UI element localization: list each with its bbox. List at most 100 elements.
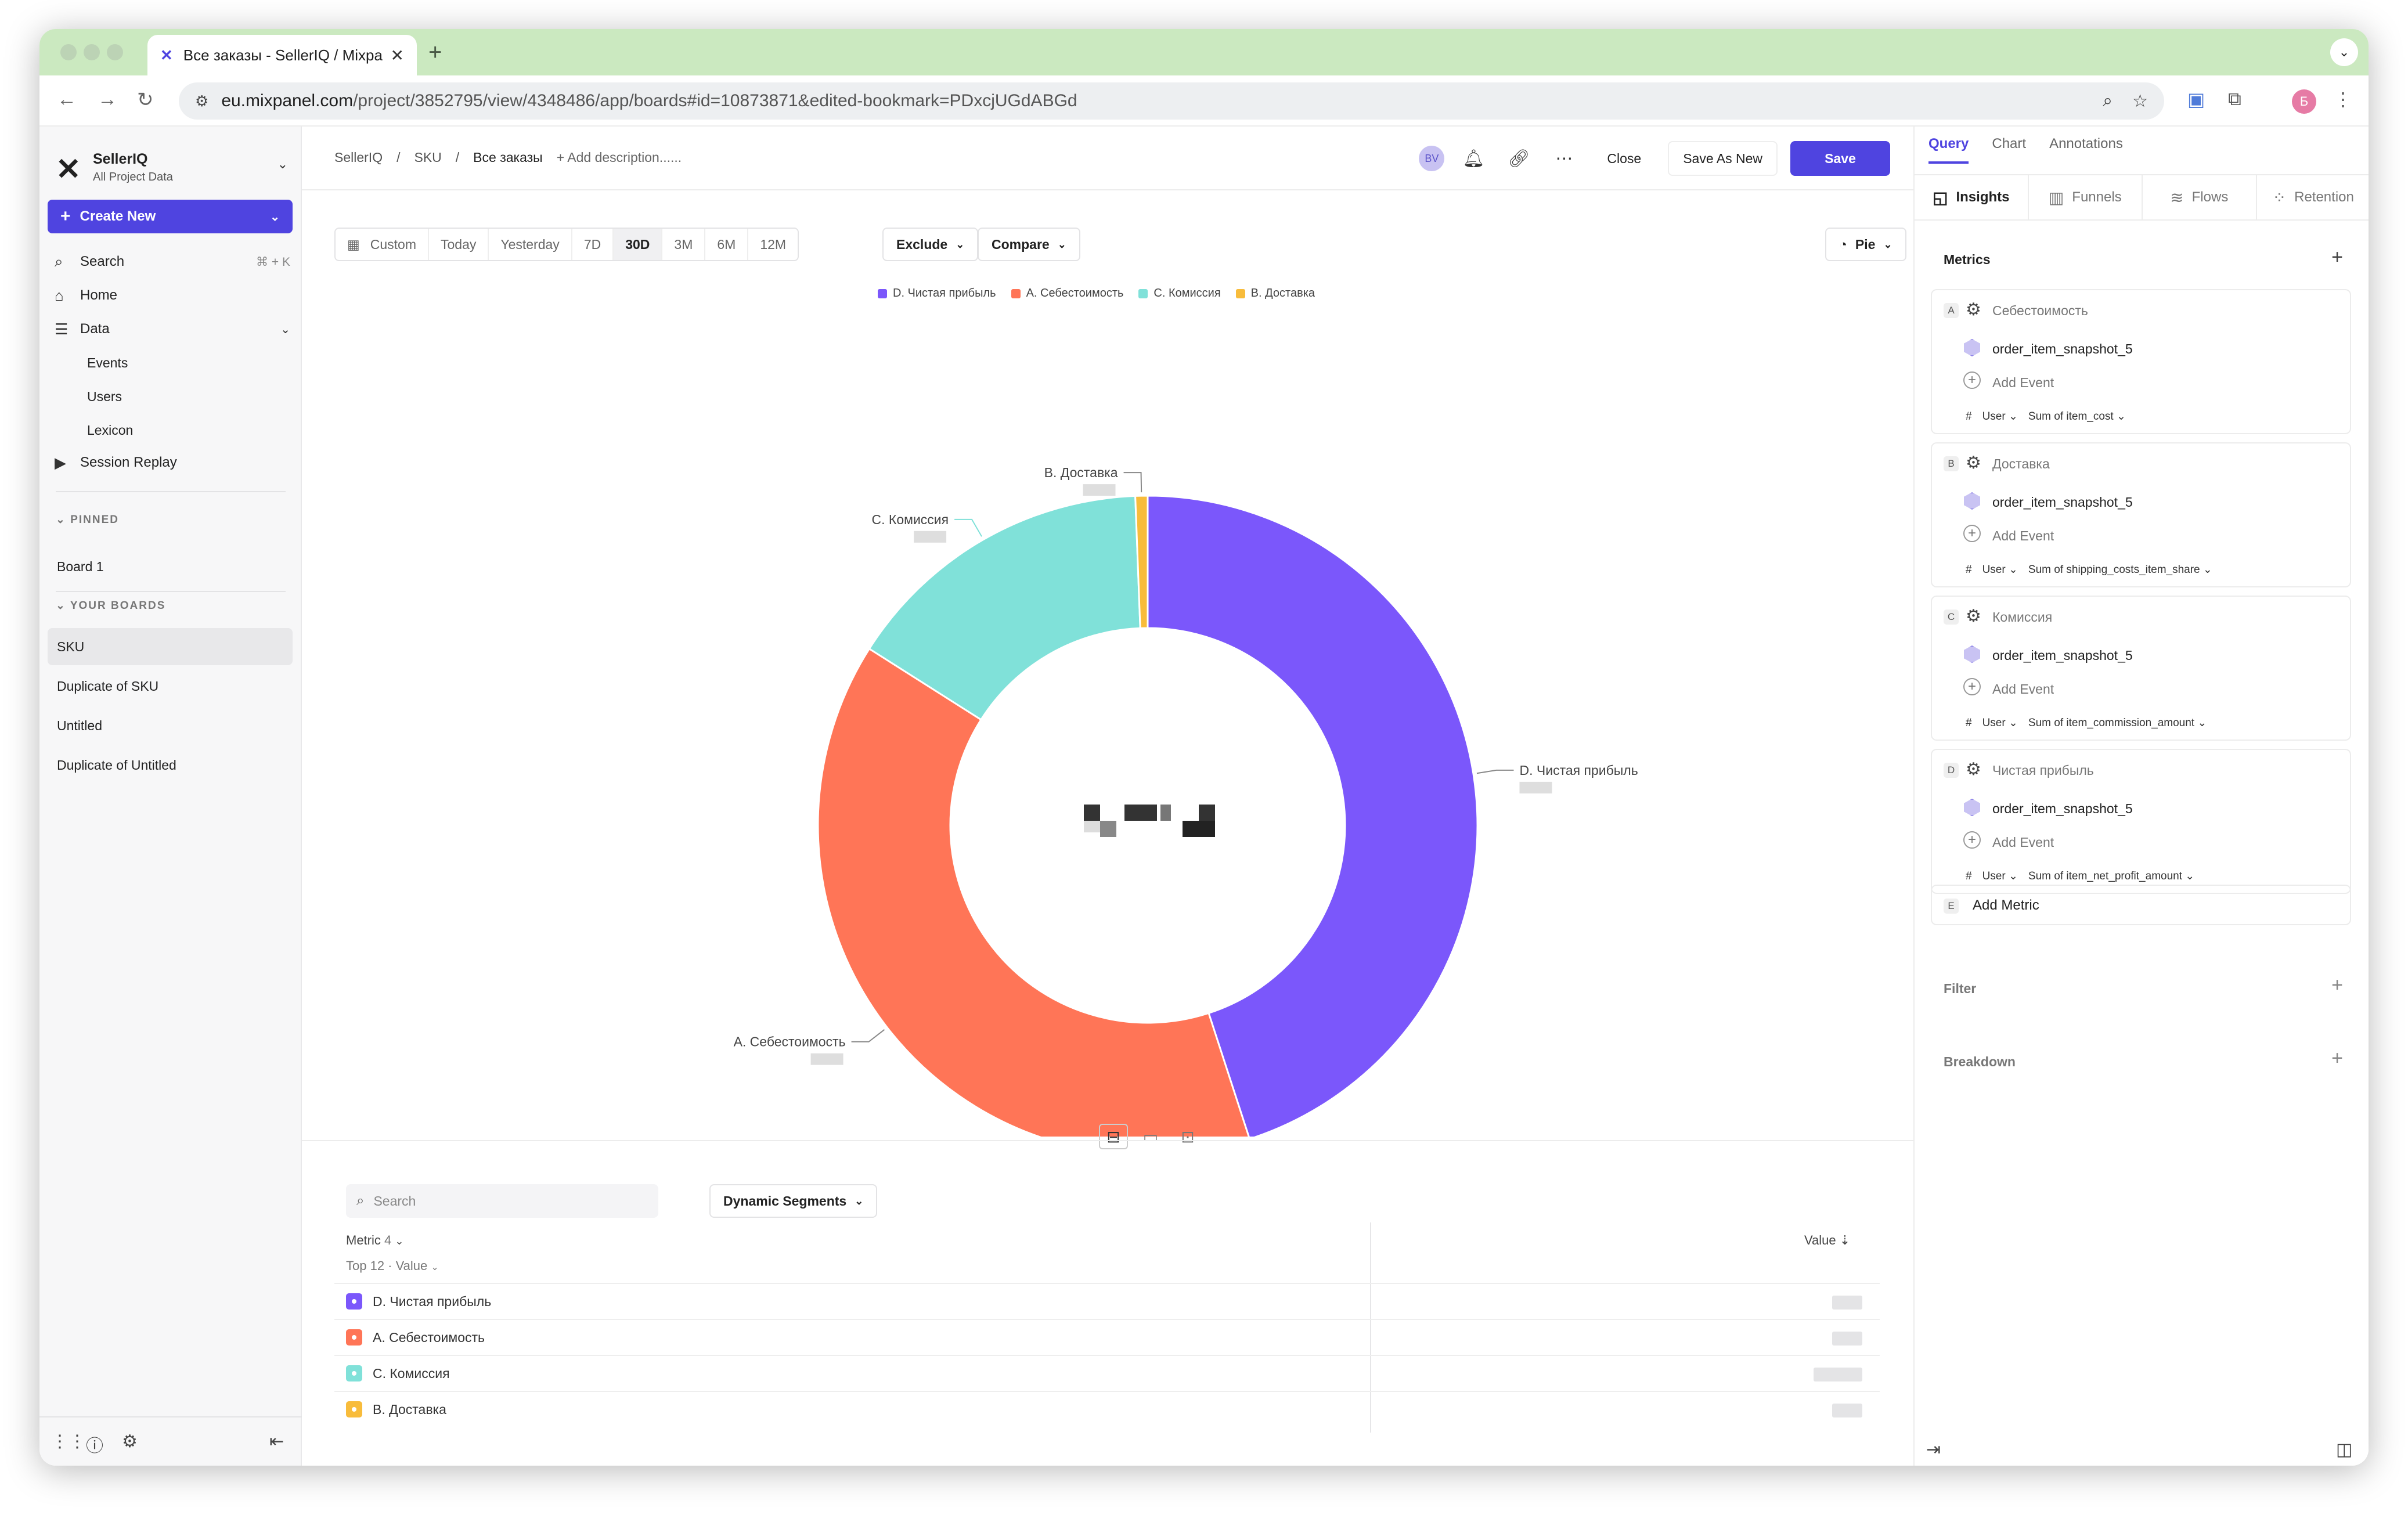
forward-arrow-icon[interactable]: → bbox=[98, 88, 117, 110]
tab-retention[interactable]: ⁘ Retention bbox=[2272, 188, 2354, 207]
board-item[interactable]: Duplicate of SKU bbox=[57, 678, 159, 694]
tab-funnels[interactable]: ▥ Funnels bbox=[2029, 175, 2143, 219]
metric-event[interactable]: order_item_snapshot_5 bbox=[1992, 648, 2133, 663]
tab-flows[interactable]: ≋ Flows bbox=[2143, 175, 2257, 219]
aggregation-dropdown[interactable]: Sum of item_commission_amount ⌄ bbox=[2028, 717, 2207, 729]
top-value-selector[interactable]: Top 12 · Value ⌄ bbox=[346, 1258, 439, 1273]
user-measure-dropdown[interactable]: User ⌄ bbox=[1982, 870, 2018, 882]
help-icon[interactable]: ⓘ bbox=[86, 1437, 103, 1456]
add-filter-plus-icon[interactable]: + bbox=[2331, 974, 2343, 996]
browser-menu-icon[interactable]: ⋮ bbox=[2334, 89, 2352, 110]
date-7d[interactable]: 7D bbox=[572, 229, 614, 260]
aggregation-dropdown[interactable]: Sum of item_net_profit_amount ⌄ bbox=[2028, 870, 2195, 882]
url-text[interactable]: eu.mixpanel.com/project/3852795/view/434… bbox=[221, 91, 1077, 110]
zoom-icon[interactable]: ⌕ bbox=[2103, 91, 2113, 110]
address-bar[interactable]: ⚙ eu.mixpanel.com/project/3852795/view/4… bbox=[179, 82, 2164, 120]
pinned-header[interactable]: ⌄ PINNED bbox=[56, 514, 119, 526]
metric-card[interactable]: C ⚙ Комиссия order_item_snapshot_5 + Add Even… bbox=[1931, 596, 2351, 741]
sidebar-item-session-replay[interactable]: ▶ Session Replay bbox=[55, 448, 290, 477]
date-30d[interactable]: 30D bbox=[614, 229, 663, 260]
metric-settings-icon[interactable]: ⚙ bbox=[1966, 607, 1981, 626]
pie-slice[interactable] bbox=[1147, 495, 1479, 1137]
save-button[interactable]: Save bbox=[1790, 141, 1890, 176]
maximize-window-button[interactable] bbox=[107, 44, 123, 60]
add-event-icon[interactable]: + bbox=[1963, 678, 1981, 695]
extensions-puzzle-icon[interactable]: ⧉ bbox=[2228, 88, 2241, 109]
value-column-header[interactable]: Value ⇣ bbox=[1804, 1233, 1851, 1247]
reload-icon[interactable]: ↻ bbox=[137, 89, 154, 111]
metric-settings-icon[interactable]: ⚙ bbox=[1966, 453, 1981, 472]
metric-card[interactable]: D ⚙ Чистая прибыль order_item_snapshot_5 + Ad… bbox=[1931, 749, 2351, 894]
tab-search-icon[interactable]: ⌄ bbox=[2330, 38, 2358, 66]
metric-card[interactable]: A ⚙ Себестоимость order_item_snapshot_5 + Add… bbox=[1931, 289, 2351, 434]
layout-table-icon[interactable]: ⊡ bbox=[1181, 1127, 1195, 1146]
pinned-board[interactable]: Board 1 bbox=[57, 558, 104, 574]
site-settings-icon[interactable]: ⚙ bbox=[195, 92, 209, 110]
table-row[interactable]: D. Чистая прибыль bbox=[334, 1283, 1880, 1319]
layout-chart-icon[interactable]: ▭ bbox=[1142, 1127, 1159, 1146]
user-measure-dropdown[interactable]: User ⌄ bbox=[1982, 564, 2018, 576]
legend-item[interactable]: A. Себестоимость bbox=[1011, 287, 1123, 300]
filter-header[interactable]: Filter bbox=[1944, 981, 1977, 996]
pie-slice[interactable] bbox=[817, 647, 1250, 1137]
metric-settings-icon[interactable]: ⚙ bbox=[1966, 300, 1981, 319]
profile-avatar[interactable]: Б bbox=[2292, 89, 2316, 114]
row-checkbox[interactable] bbox=[346, 1329, 362, 1346]
add-metric-button[interactable]: E Add Metric bbox=[1931, 885, 2351, 925]
table-row[interactable]: B. Доставка bbox=[334, 1391, 1880, 1427]
exclude-dropdown[interactable]: Exclude ⌄ bbox=[882, 228, 979, 261]
table-row[interactable]: A. Себестоимость bbox=[334, 1319, 1880, 1355]
metric-name[interactable]: Чистая прибыль bbox=[1992, 763, 2094, 778]
settings-gear-icon[interactable]: ⚙ bbox=[122, 1432, 138, 1451]
avatar[interactable]: BV bbox=[1419, 146, 1445, 171]
compare-dropdown[interactable]: Compare ⌄ bbox=[978, 228, 1080, 261]
pie-slice[interactable] bbox=[1134, 495, 1149, 629]
date-12m[interactable]: 12M bbox=[760, 236, 787, 252]
new-tab-icon[interactable]: + bbox=[428, 39, 442, 65]
add-event-button[interactable]: Add Event bbox=[1992, 528, 2054, 543]
close-window-button[interactable] bbox=[60, 44, 77, 60]
create-new-button[interactable]: + Create New ⌄ bbox=[48, 200, 293, 233]
breadcrumb-board[interactable]: SKU bbox=[414, 150, 442, 165]
sidebar-item-home[interactable]: ⌂ Home bbox=[55, 281, 290, 310]
add-metric-plus-icon[interactable]: + bbox=[2331, 246, 2343, 268]
add-event-icon[interactable]: + bbox=[1963, 525, 1981, 542]
chart-type-dropdown[interactable]: ◔ Pie ⌄ bbox=[1825, 228, 1906, 261]
add-description-link[interactable]: + Add description...... bbox=[556, 150, 682, 165]
sidebar-item-lexicon[interactable]: Lexicon bbox=[87, 423, 134, 438]
translate-extension-icon[interactable]: ▣ bbox=[2187, 89, 2205, 110]
row-checkbox[interactable] bbox=[346, 1401, 362, 1417]
date-3m[interactable]: 3M bbox=[662, 229, 706, 260]
metric-settings-icon[interactable]: ⚙ bbox=[1966, 760, 1981, 779]
row-checkbox[interactable] bbox=[346, 1293, 362, 1310]
add-event-icon[interactable]: + bbox=[1963, 371, 1981, 389]
board-item[interactable]: Untitled bbox=[57, 717, 102, 733]
toggle-panel-icon[interactable]: ◫ bbox=[2336, 1440, 2353, 1459]
metric-column-header[interactable]: Metric 4 ⌄ bbox=[346, 1233, 404, 1247]
dynamic-segments-dropdown[interactable]: Dynamic Segments ⌄ bbox=[709, 1184, 878, 1218]
add-event-button[interactable]: Add Event bbox=[1992, 375, 2054, 390]
more-icon[interactable]: ⋯ bbox=[1555, 149, 1573, 168]
aggregation-dropdown[interactable]: Sum of item_cost ⌄ bbox=[2028, 410, 2126, 423]
table-row[interactable]: C. Комиссия bbox=[334, 1355, 1880, 1391]
close-tab-icon[interactable]: ✕ bbox=[390, 46, 404, 64]
metric-name[interactable]: Себестоимость bbox=[1992, 303, 2088, 318]
legend-item[interactable]: D. Чистая прибыль bbox=[878, 287, 996, 300]
date-6m[interactable]: 6M bbox=[705, 229, 749, 260]
add-breakdown-plus-icon[interactable]: + bbox=[2331, 1047, 2343, 1069]
tab-chart[interactable]: Chart bbox=[1992, 136, 2027, 152]
user-measure-dropdown[interactable]: User ⌄ bbox=[1982, 410, 2018, 423]
add-event-icon[interactable]: + bbox=[1963, 831, 1981, 849]
row-checkbox[interactable] bbox=[346, 1365, 362, 1381]
add-event-button[interactable]: Add Event bbox=[1992, 681, 2054, 697]
split-divider[interactable] bbox=[302, 1140, 1913, 1141]
date-yesterday[interactable]: Yesterday bbox=[489, 229, 572, 260]
metric-card[interactable]: B ⚙ Доставка order_item_snapshot_5 + Add Even… bbox=[1931, 442, 2351, 587]
metric-event[interactable]: order_item_snapshot_5 bbox=[1992, 801, 2133, 816]
browser-tab-active[interactable]: ✕ Все заказы - SellerIQ / Mixpa ✕ bbox=[147, 35, 417, 75]
bookmark-star-icon[interactable]: ☆ bbox=[2132, 91, 2148, 111]
tab-query[interactable]: Query bbox=[1928, 136, 1969, 164]
breakdown-header[interactable]: Breakdown bbox=[1944, 1054, 2016, 1069]
org-switcher[interactable]: ✕ SellerIQ All Project Data ⌄ bbox=[56, 147, 288, 188]
your-boards-header[interactable]: ⌄ YOUR BOARDS bbox=[56, 600, 166, 612]
